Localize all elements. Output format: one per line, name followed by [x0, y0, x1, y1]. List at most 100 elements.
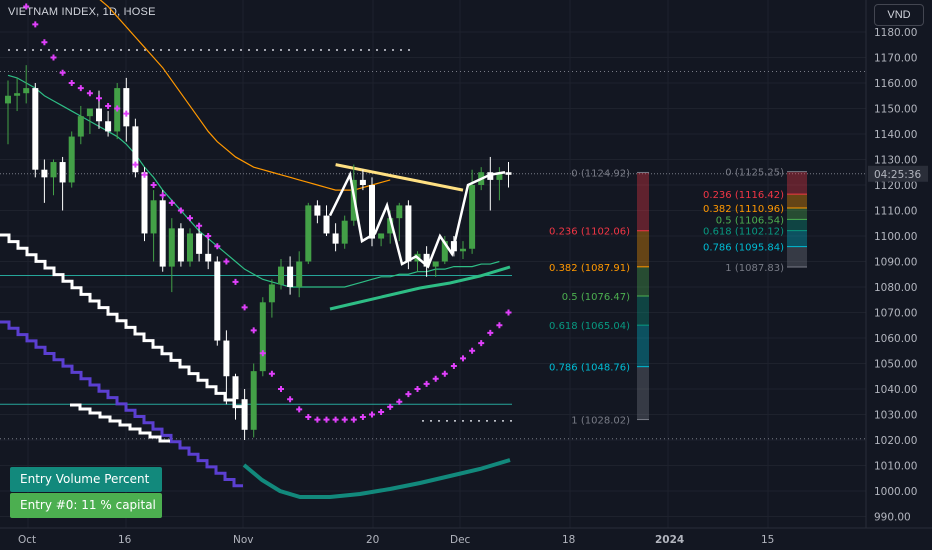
- psar-marker: [68, 80, 75, 86]
- psar-marker: [32, 21, 39, 28]
- fib-level-label: 0.382 (1087.91): [549, 263, 630, 274]
- time-tick-label: Oct: [18, 534, 36, 546]
- psar-marker: [77, 85, 84, 92]
- psar-marker: [332, 416, 339, 423]
- price-tick-label: 1130.00: [874, 155, 917, 167]
- candle-body: [96, 108, 102, 122]
- candle-body: [432, 261, 439, 267]
- fib-band: [787, 246, 807, 268]
- fib-band: [637, 325, 649, 367]
- psar-marker: [168, 199, 175, 206]
- psar-marker: [305, 414, 312, 421]
- candle-body: [50, 162, 57, 178]
- candle-body: [32, 88, 39, 170]
- currency-button[interactable]: VND: [874, 4, 924, 26]
- price-tick-label: 1000.00: [874, 486, 917, 498]
- candle-body: [378, 233, 385, 239]
- psar-marker: [441, 370, 448, 377]
- psar-marker: [423, 380, 430, 387]
- psar-marker: [478, 340, 485, 347]
- price-tick-label: 1030.00: [874, 410, 917, 422]
- fib-retracement-left: 0 (1124.92) 0.236 (1102.06) 0.382 (1087.91…: [549, 168, 649, 427]
- time-tick-label: 16: [118, 534, 132, 546]
- price-tick-label: 1050.00: [874, 359, 917, 371]
- psar-marker: [114, 105, 121, 112]
- candle-body: [496, 172, 503, 180]
- psar-marker: [59, 69, 66, 76]
- psar-marker: [359, 414, 366, 421]
- candle-body: [132, 126, 139, 173]
- candle-body: [287, 266, 294, 287]
- sma-orange-line: [99, 0, 391, 191]
- time-tick-label: 2024: [655, 534, 684, 546]
- candle-body: [250, 371, 257, 430]
- fib-level-label: 1 (1087.83): [725, 263, 784, 274]
- fib-level-label: 0.618 (1065.04): [549, 321, 630, 332]
- psar-marker: [450, 363, 457, 370]
- candle-body: [150, 200, 157, 234]
- psar-marker: [323, 416, 330, 423]
- psar-marker: [414, 386, 421, 392]
- fib-level-label: 0 (1124.92): [571, 168, 630, 179]
- psar-marker: [268, 370, 275, 377]
- psar-marker: [296, 406, 303, 413]
- psar-marker: [187, 215, 193, 222]
- fib-level-label: 0.786 (1048.76): [549, 363, 630, 374]
- fib-level-label: 0 (1125.25): [725, 168, 784, 179]
- candle-body: [205, 253, 212, 262]
- fib-band: [637, 230, 649, 267]
- candle-body: [423, 253, 430, 267]
- zigzag-path: [328, 170, 506, 269]
- price-tick-label: 1180.00: [874, 27, 917, 39]
- price-tick-label: 1170.00: [874, 53, 917, 65]
- price-axis: 990.00 1000.00 1010.00 1020.00 1030.00 1040.0…: [865, 0, 928, 528]
- fib-band: [787, 194, 807, 209]
- candle-body: [505, 172, 512, 175]
- moving-averages: [7, 0, 500, 288]
- chart-title[interactable]: VIETNAM INDEX, 1D, HOSE: [8, 6, 156, 18]
- candle-body: [441, 241, 448, 262]
- candle-body: [123, 88, 130, 127]
- entry-0-capital-box: Entry #0: 11 % capital: [10, 493, 162, 518]
- psar-marker: [505, 309, 512, 316]
- price-tick-label: 1120.00: [874, 180, 917, 192]
- psar-marker: [23, 3, 30, 10]
- countdown-label: 04:25:36: [874, 169, 921, 181]
- psar-marker: [50, 54, 57, 61]
- price-tick-label: 1040.00: [874, 384, 917, 396]
- price-tick-label: 990.00: [874, 512, 911, 524]
- psar-marker: [259, 350, 266, 357]
- candle-body: [369, 185, 375, 239]
- psar-marker: [432, 375, 439, 382]
- psar-marker: [177, 207, 184, 214]
- psar-marker: [86, 90, 93, 97]
- price-tick-label: 1150.00: [874, 104, 917, 116]
- psar-marker: [223, 258, 230, 265]
- parabolic-sar: [23, 3, 512, 423]
- psar-marker: [205, 233, 212, 239]
- fib-band: [637, 266, 649, 297]
- stair-line: [0, 233, 243, 409]
- bottom-curve: [242, 458, 511, 499]
- time-tick-label: Dec: [450, 534, 471, 546]
- fib-retracement-right: 0 (1125.25) 0.236 (1116.42) 0.382 (1110.96…: [703, 168, 807, 274]
- psar-marker: [387, 403, 394, 410]
- time-tick-label: 15: [761, 534, 774, 546]
- sma-highlight: [335, 163, 464, 192]
- time-tick-label: Nov: [233, 534, 254, 546]
- candle-body: [341, 220, 348, 244]
- stair-line: [70, 403, 170, 443]
- psar-marker: [396, 398, 403, 405]
- psar-marker: [287, 396, 294, 403]
- fib-band: [637, 366, 649, 420]
- candle-body: [177, 228, 184, 262]
- psar-marker: [96, 95, 102, 102]
- psar-marker: [341, 416, 348, 423]
- candle-body: [68, 136, 75, 183]
- psar-marker: [123, 110, 130, 117]
- candle-body: [23, 88, 30, 94]
- candle-body: [59, 162, 66, 183]
- candle-body: [278, 266, 284, 285]
- candles: [5, 65, 512, 440]
